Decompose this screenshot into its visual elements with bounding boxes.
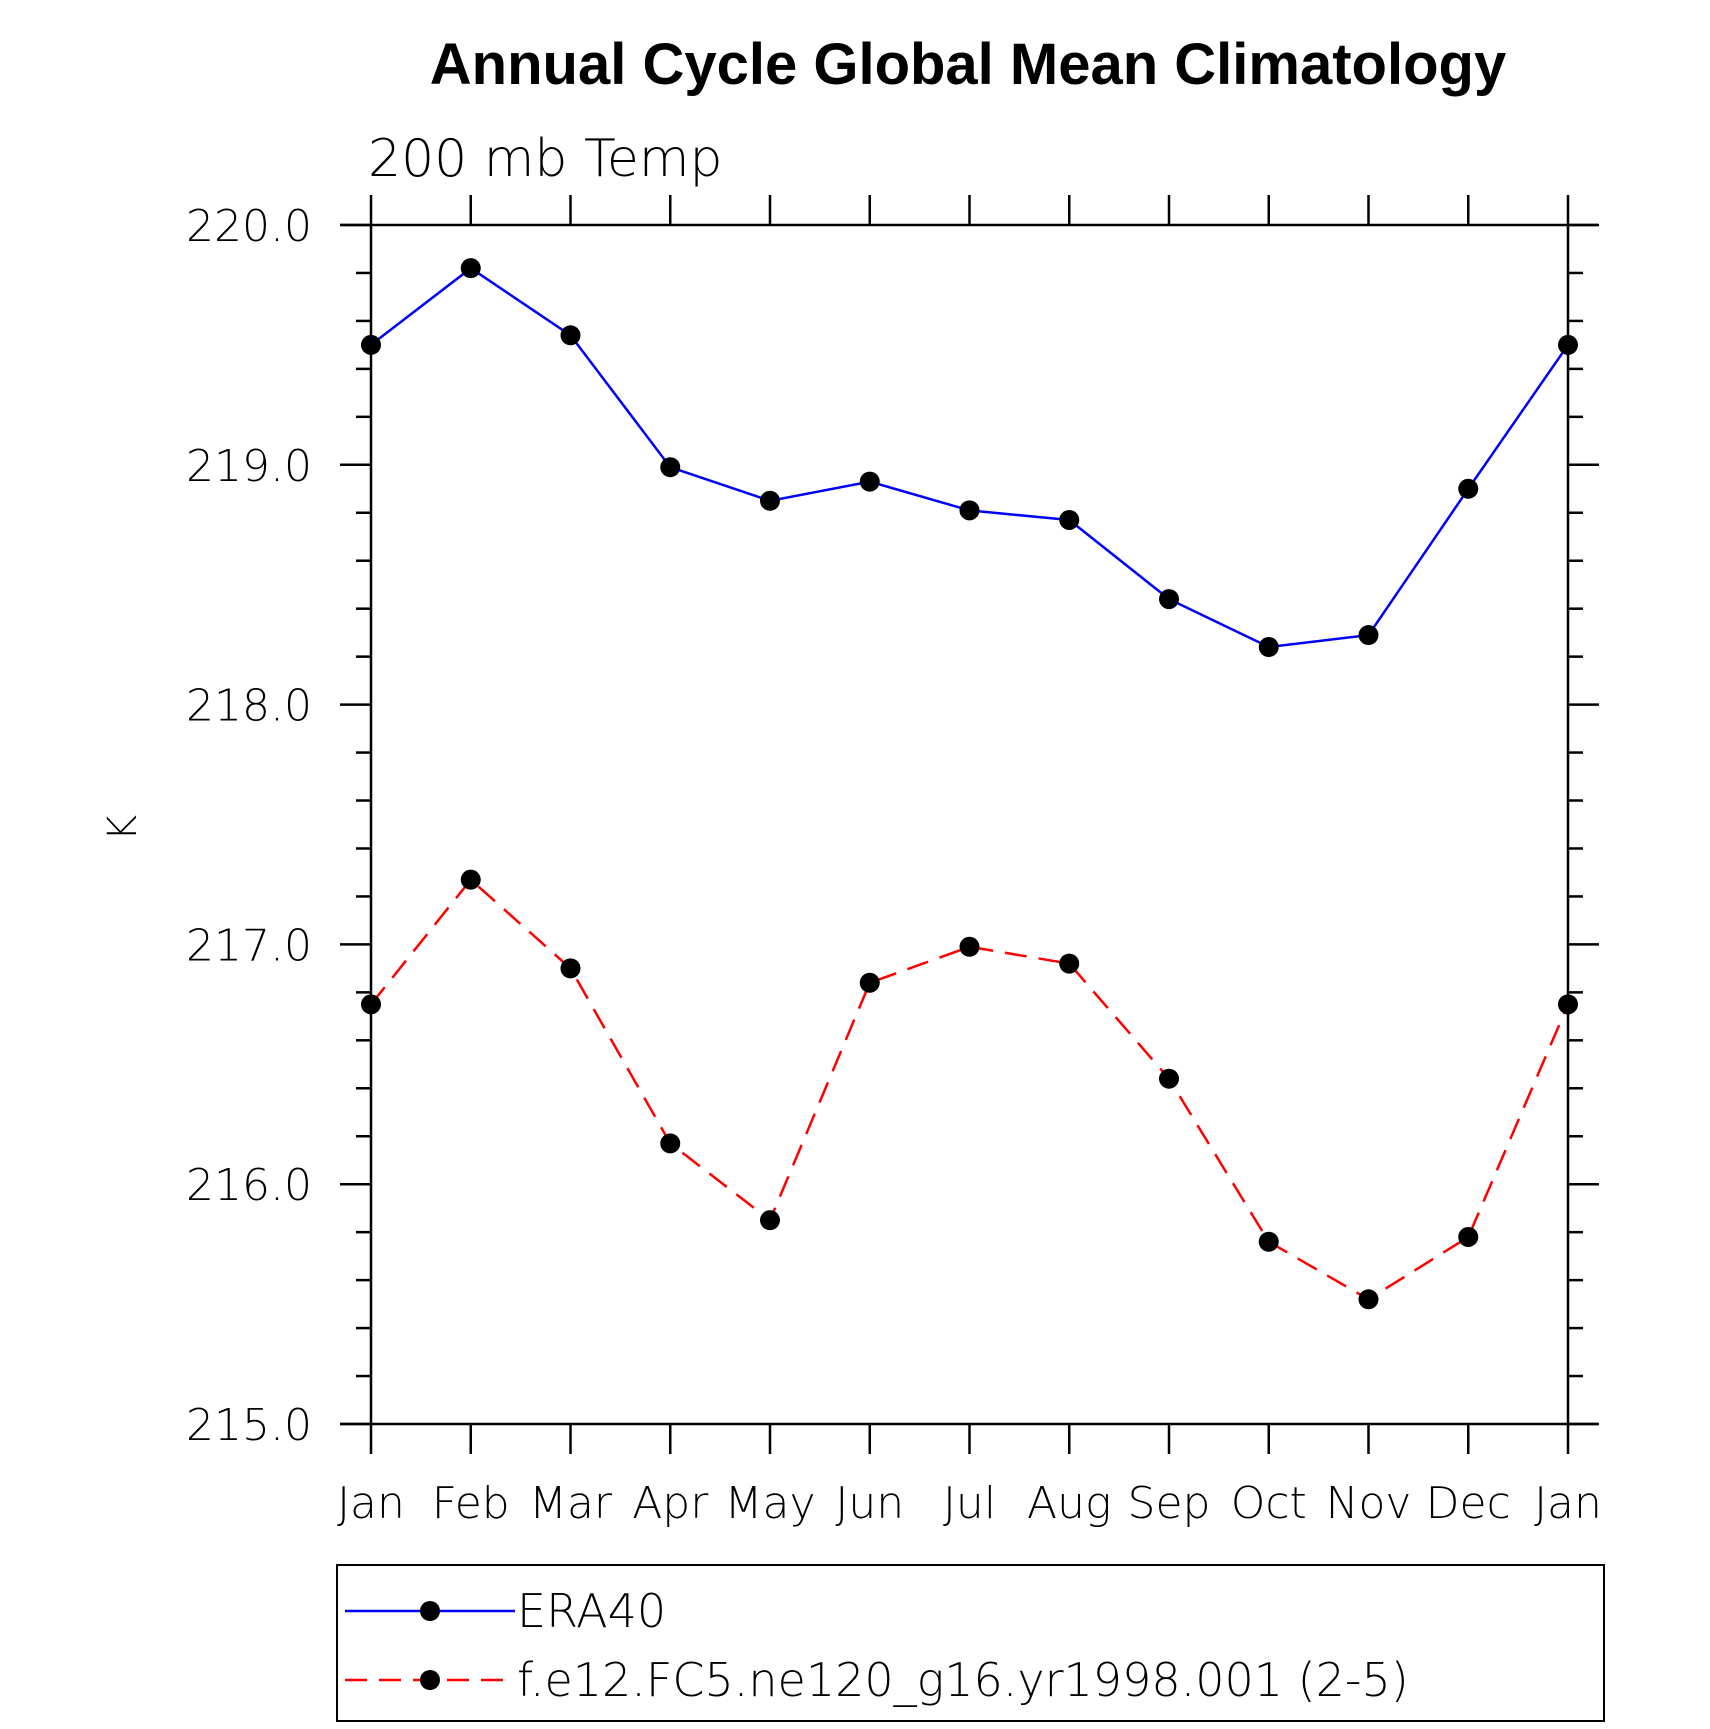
data-point [560,958,581,979]
legend-marker-era40 [420,1601,440,1621]
y-tick-labels: 215.0 216.0 217.0 218.0 219.0 220.0 [186,201,312,1451]
y-tick-label: 216.0 [186,1160,312,1211]
data-point [1059,953,1080,974]
legend: ERA40 f.e12.FC5.ne120_g16.yr1998.001 (2-… [336,1564,1605,1722]
data-point [361,334,381,355]
chart-title: Annual Cycle Global Mean Climatology [430,32,1506,97]
data-point [859,471,880,492]
data-point [361,994,381,1015]
x-tick-label: Jan [1534,1478,1602,1529]
x-tick-label: Sep [1128,1478,1211,1529]
x-tick-label: Dec [1426,1478,1511,1529]
y-tick-label: 220.0 [186,201,312,252]
legend-marker-model [420,1670,440,1690]
data-point [1458,478,1479,499]
data-point [1258,637,1279,658]
data-point [760,1210,780,1231]
data-point [959,936,980,957]
data-point [760,490,780,511]
data-point [1258,1231,1279,1252]
legend-label-model: f.e12.FC5.ne120_g16.yr1998.001 (2-5) [517,1653,1409,1707]
y-tick-label: 218.0 [186,681,312,732]
x-tick-label: Nov [1326,1478,1412,1529]
data-point [1558,994,1578,1015]
plot-frame [340,223,1598,1426]
axis-ticks [340,195,1599,1454]
data-point [1458,1226,1479,1247]
y-tick-label: 217.0 [186,920,312,971]
x-tick-label: May [725,1478,816,1529]
data-point [1159,589,1179,610]
data-point [560,325,581,346]
data-point [1059,509,1080,530]
x-tick-label: Oct [1231,1478,1307,1529]
x-tick-label: Jan [337,1478,405,1529]
x-tick-label: Jun [835,1478,904,1529]
data-point [959,500,980,521]
data-point [460,258,481,279]
y-tick-label: 215.0 [186,1400,312,1451]
series-line-0 [370,266,1570,649]
data-point [660,457,681,478]
data-series [361,258,1578,1310]
x-tick-label: Feb [432,1478,510,1529]
data-point [460,869,481,890]
y-tick-label: 219.0 [186,441,312,492]
chart-subtitle: 200 mb Temp [368,129,723,189]
data-point [660,1133,681,1154]
data-point [1358,625,1379,646]
data-point [1558,334,1578,355]
x-tick-labels: Jan Feb Mar Apr May Jun Jul Aug Sep Oct Nov Dec Jan [337,1478,1602,1529]
data-point [1159,1068,1179,1089]
x-tick-label: Apr [632,1478,709,1529]
x-tick-label: Mar [529,1478,613,1529]
y-axis-label: K [100,815,146,841]
legend-box [336,1564,1605,1722]
x-tick-label: Jul [943,1478,996,1529]
data-point [1358,1289,1379,1310]
legend-label-era40: ERA40 [517,1584,666,1638]
x-tick-label: Aug [1027,1478,1111,1529]
data-point [859,972,880,993]
